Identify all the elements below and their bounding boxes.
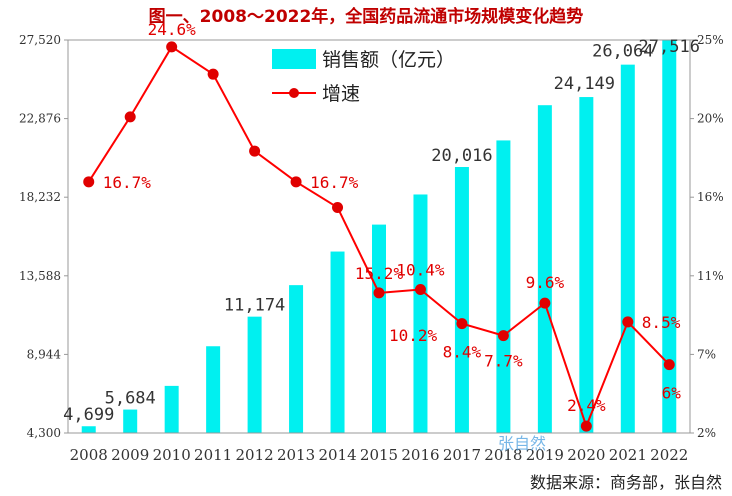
- right-axis-tick: 25%: [697, 33, 724, 47]
- bar-2019: [537, 105, 552, 434]
- growth-value-label: 8.4%: [443, 343, 482, 362]
- x-axis-tick: 2009: [111, 446, 149, 464]
- growth-point-2014: [332, 201, 344, 213]
- growth-point-2019: [539, 297, 551, 309]
- growth-point-2020: [580, 420, 592, 432]
- bar-2012: [247, 316, 262, 433]
- growth-value-label: 2.4%: [567, 396, 606, 415]
- bar-value-label: 27,516: [639, 37, 700, 57]
- x-axis-tick: 2019: [526, 446, 564, 464]
- x-axis-tick: 2021: [609, 446, 647, 464]
- data-source: 数据来源：商务部，张自然: [529, 473, 722, 492]
- growth-point-2012: [249, 145, 261, 157]
- x-axis-tick: 2017: [443, 446, 481, 464]
- growth-value-label: 16.7%: [103, 173, 152, 192]
- bar-2008: [81, 426, 96, 433]
- legend-line-marker: [289, 88, 299, 98]
- growth-point-2013: [290, 176, 302, 188]
- watermark-text: 张自然: [498, 434, 547, 453]
- x-axis-tick: 2015: [360, 446, 398, 464]
- growth-point-2015: [373, 287, 385, 299]
- bar-2021: [620, 64, 635, 434]
- right-axis-tick: 20%: [697, 112, 724, 126]
- bar-value-label: 4,699: [63, 405, 114, 425]
- x-axis-tick: 2008: [70, 446, 108, 464]
- growth-point-2021: [622, 316, 634, 328]
- bar-2011: [206, 346, 221, 433]
- bar-2015: [372, 224, 386, 433]
- growth-value-label: 10.4%: [396, 260, 445, 279]
- growth-point-2018: [497, 330, 509, 342]
- bar-2022: [662, 40, 677, 434]
- x-axis-tick: 2012: [236, 446, 274, 464]
- bar-2018: [496, 140, 511, 433]
- growth-point-2016: [414, 283, 426, 295]
- growth-value-label: 8.5%: [642, 313, 681, 332]
- x-axis-tick: 2022: [650, 446, 688, 464]
- legend-bar-swatch: [272, 49, 316, 69]
- x-axis-tick: 2020: [567, 446, 605, 464]
- growth-value-label: 16.7%: [310, 173, 359, 192]
- growth-point-2009: [124, 111, 136, 123]
- legend-line-label: 增速: [322, 83, 360, 105]
- left-axis-tick: 18,232: [19, 190, 61, 204]
- growth-point-2017: [456, 318, 468, 330]
- growth-value-label: 6%: [662, 384, 682, 403]
- bar-value-label: 26,064: [592, 42, 653, 62]
- right-axis-tick: 16%: [697, 190, 724, 204]
- growth-value-label: 15.2%: [355, 264, 404, 283]
- right-axis-tick: 2%: [697, 426, 716, 440]
- left-axis-tick: 27,520: [19, 33, 61, 47]
- left-axis-tick: 4,300: [27, 426, 61, 440]
- right-axis-tick: 11%: [697, 269, 724, 283]
- bar-2013: [289, 285, 304, 433]
- x-axis-tick: 2018: [484, 446, 522, 464]
- bar-2016: [413, 194, 428, 433]
- bar-2020: [579, 97, 594, 434]
- growth-point-2008: [83, 176, 95, 188]
- x-axis-tick: 2010: [153, 446, 191, 464]
- bar-value-label: 24,149: [554, 74, 615, 94]
- bar-2009: [123, 409, 138, 433]
- growth-value-label: 10.2%: [389, 326, 438, 345]
- bar-value-label: 11,174: [224, 296, 285, 316]
- plot-frame: [67, 39, 691, 434]
- bar-2010: [164, 385, 179, 433]
- chart-title: 图一、2008～2022年，全国药品流通市场规模变化趋势: [148, 7, 584, 27]
- bar-2017: [454, 167, 469, 434]
- x-axis-tick: 2016: [401, 446, 439, 464]
- legend-bar-label: 销售额（亿元）: [322, 49, 455, 71]
- growth-point-2011: [207, 68, 219, 80]
- growth-value-label: 7.7%: [484, 352, 523, 371]
- bar-value-label: 20,016: [431, 146, 492, 166]
- right-axis-tick: 7%: [697, 347, 716, 361]
- growth-point-2022: [663, 359, 675, 371]
- left-axis-tick: 22,876: [19, 112, 61, 126]
- growth-point-2010: [166, 41, 178, 53]
- legend: 销售额（亿元） 增速: [272, 49, 455, 105]
- x-axis-tick: 2013: [277, 446, 315, 464]
- growth-value-label: 9.6%: [526, 273, 565, 292]
- left-axis-tick: 8,944: [27, 347, 62, 361]
- bar-value-label: 5,684: [105, 389, 156, 409]
- x-axis-tick: 2014: [318, 446, 356, 464]
- x-axis-tick: 2011: [194, 446, 232, 464]
- left-axis-tick: 13,588: [19, 269, 61, 283]
- bar-2014: [330, 251, 345, 433]
- growth-value-label: 24.6%: [148, 20, 197, 39]
